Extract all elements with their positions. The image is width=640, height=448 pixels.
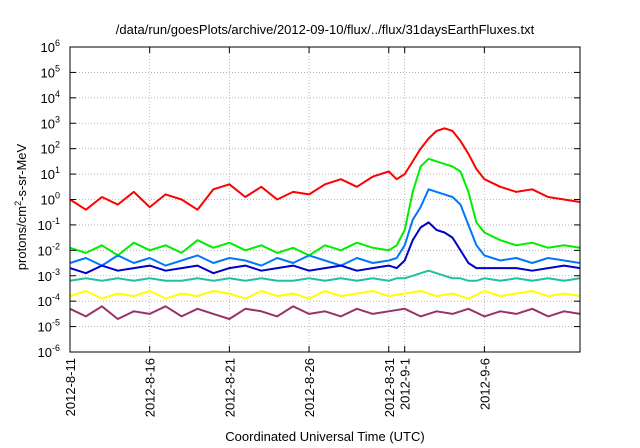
x-tick-label: 2012-8-26 (302, 358, 317, 417)
series-line-4 (69, 221, 581, 275)
x-tick-label: 2012-9-6 (477, 358, 492, 410)
x-tick-label: 2012-8-16 (143, 358, 158, 417)
axes (69, 46, 581, 353)
y-tick-label: 10-6 (38, 343, 60, 360)
y-axis-label: protons/cm2-s-sr-MeV (13, 143, 29, 270)
y-tick-label: 104 (41, 89, 60, 106)
y-tick-labels: 10-6 10-5 10-4 10-3 10-2 10-1 100 101 102 103 104 1… (38, 38, 60, 360)
chart-title: /data/run/goesPlots/archive/2012-09-10/f… (116, 22, 535, 37)
x-tick-labels: 2012-8-11 2012-8-16 2012-8-21 2012-8-26 2012… (63, 358, 492, 417)
y-tick-label: 105 (41, 63, 60, 80)
series-line-2 (69, 157, 581, 257)
x-tick-label: 2012-8-31 (382, 358, 397, 417)
x-tick-label: 2012-9-1 (398, 358, 413, 410)
x-tick-label: 2012-8-11 (63, 358, 78, 416)
series-line-3 (69, 188, 581, 267)
x-tick-label: 2012-8-21 (222, 358, 237, 417)
y-tick-label: 102 (41, 140, 60, 157)
grid (69, 46, 580, 353)
series-group (69, 127, 581, 320)
x-axis-label: Coordinated Universal Time (UTC) (225, 429, 424, 444)
y-tick-label: 10-1 (38, 216, 60, 233)
y-tick-label: 100 (41, 191, 60, 208)
y-tick-label: 10-4 (38, 292, 60, 309)
series-line-5 (69, 269, 581, 282)
y-tick-label: 10-2 (38, 241, 60, 258)
y-tick-label: 101 (41, 165, 60, 182)
series-line-6 (69, 290, 581, 300)
y-tick-label: 10-5 (38, 318, 60, 335)
series-line-1 (69, 127, 581, 211)
y-tick-label: 10-3 (38, 267, 60, 284)
series-line-7 (69, 305, 581, 320)
y-tick-label: 106 (41, 38, 60, 55)
y-tick-label: 103 (41, 114, 60, 131)
